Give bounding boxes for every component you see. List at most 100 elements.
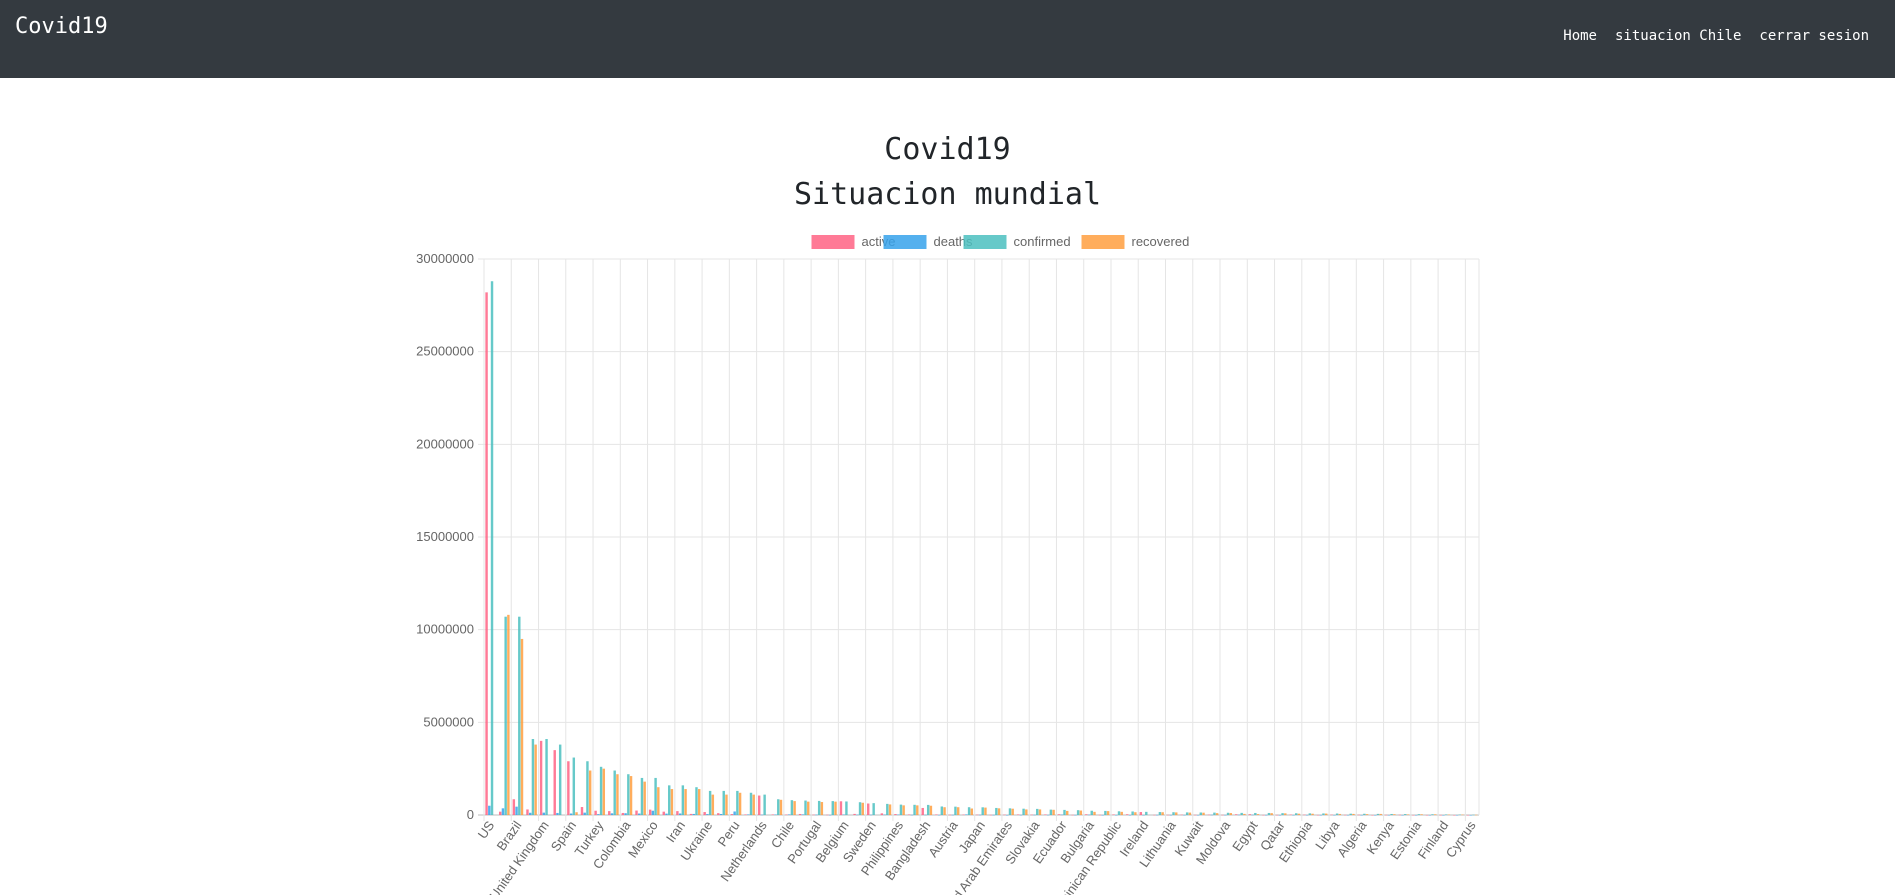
- bar-deaths: [1046, 814, 1050, 816]
- bar-confirmed: [558, 744, 562, 815]
- bar-active: [1425, 814, 1429, 816]
- bar-active: [1153, 814, 1156, 816]
- bar-active: [976, 814, 979, 816]
- bar-confirmed: [1226, 812, 1230, 815]
- bar-confirmed: [1281, 813, 1284, 815]
- x-tick-label: Austria: [925, 817, 961, 859]
- bar-confirmed: [1104, 810, 1107, 815]
- bar-deaths: [624, 813, 627, 815]
- bar-confirmed: [1008, 808, 1012, 815]
- bar-recovered: [1079, 810, 1083, 815]
- navbar-brand[interactable]: Covid19: [15, 14, 108, 39]
- bar-deaths: [1428, 814, 1431, 816]
- bar-active: [1139, 812, 1143, 815]
- bar-active: [1466, 814, 1470, 816]
- bar-active: [1289, 814, 1292, 816]
- bar-active: [785, 814, 788, 816]
- bar-recovered: [1175, 812, 1178, 815]
- bar-deaths: [1401, 814, 1404, 816]
- bar-confirmed: [967, 807, 971, 815]
- x-tick-label: Egypt: [1229, 818, 1261, 854]
- bar-confirmed: [749, 792, 753, 815]
- bar-recovered: [1434, 814, 1437, 815]
- bar-recovered: [1297, 813, 1301, 815]
- bar-confirmed: [1294, 813, 1298, 815]
- bar-recovered: [657, 787, 660, 815]
- nav-link-situacion-chile[interactable]: situacion Chile: [1614, 28, 1742, 44]
- y-tick-label: 15000000: [416, 529, 474, 544]
- bar-deaths: [924, 814, 927, 816]
- x-tick-label: Iran: [663, 818, 688, 845]
- bar-deaths: [1169, 814, 1173, 816]
- bar-deaths: [678, 813, 682, 815]
- bar-confirmed: [899, 804, 903, 815]
- bar-recovered: [1352, 813, 1355, 815]
- bar-confirmed: [1022, 808, 1025, 815]
- legend-label-recovered: recovered: [1132, 234, 1190, 249]
- bar-deaths: [501, 808, 505, 815]
- y-tick-label: 5000000: [423, 714, 474, 729]
- bar-recovered: [1379, 813, 1382, 815]
- bar-active: [907, 814, 911, 815]
- bar-deaths: [1196, 814, 1200, 816]
- bar-active: [1371, 814, 1374, 816]
- bar-deaths: [896, 814, 900, 816]
- bar-active: [1180, 814, 1183, 816]
- bar-confirmed: [1213, 812, 1216, 815]
- bar-deaths: [583, 812, 586, 815]
- bar-deaths: [869, 814, 873, 816]
- legend-swatch-active: [811, 235, 855, 249]
- bar-active: [1262, 814, 1265, 816]
- bar-deaths: [1333, 814, 1336, 816]
- bar-recovered: [1134, 812, 1137, 815]
- bar-active: [567, 761, 570, 815]
- bar-active: [1398, 814, 1402, 816]
- bar-confirmed: [1063, 809, 1066, 815]
- bar-active: [539, 740, 543, 815]
- bar-recovered: [738, 792, 742, 815]
- bar-active: [1112, 814, 1115, 815]
- bar-deaths: [1374, 814, 1377, 816]
- bar-active: [1166, 814, 1170, 816]
- bar-active: [717, 813, 720, 815]
- bar-deaths: [1455, 814, 1459, 816]
- nav-link-cerrar-sesion[interactable]: cerrar sesion: [1759, 28, 1869, 44]
- bar-active: [1016, 814, 1020, 815]
- bar-recovered: [1447, 814, 1451, 816]
- bar-recovered: [1120, 811, 1123, 815]
- nav-link-home[interactable]: Home: [1563, 28, 1597, 44]
- bar-recovered: [1461, 814, 1464, 816]
- bar-confirmed: [763, 794, 766, 815]
- bar-recovered: [629, 776, 633, 815]
- bar-active: [826, 814, 829, 816]
- bar-deaths: [542, 812, 546, 815]
- legend-label-confirmed: confirmed: [1014, 234, 1071, 249]
- bar-active: [894, 814, 897, 815]
- bar-active: [1439, 814, 1442, 816]
- bar-recovered: [1393, 814, 1396, 815]
- bar-active: [485, 292, 488, 815]
- bar-recovered: [1243, 813, 1246, 815]
- bar-active: [1235, 814, 1238, 815]
- bar-deaths: [747, 814, 750, 815]
- bar-deaths: [1183, 814, 1186, 816]
- bar-confirmed: [913, 804, 916, 815]
- bar-active: [1194, 814, 1197, 816]
- bar-active: [1453, 814, 1456, 816]
- bar-active: [703, 812, 706, 815]
- bar-recovered: [1093, 811, 1096, 815]
- bar-deaths: [1224, 814, 1227, 816]
- bar-deaths: [1305, 814, 1309, 816]
- bar-recovered: [793, 801, 796, 815]
- bar-deaths: [1074, 814, 1077, 816]
- bar-deaths: [706, 814, 709, 815]
- bar-confirmed: [736, 790, 739, 815]
- bar-recovered: [1256, 814, 1260, 815]
- x-tick-label: US: [475, 818, 498, 842]
- bar-confirmed: [777, 799, 780, 815]
- bar-recovered: [807, 801, 810, 815]
- bar-deaths: [937, 814, 941, 816]
- bar-active: [744, 814, 747, 815]
- bar-recovered: [670, 789, 674, 815]
